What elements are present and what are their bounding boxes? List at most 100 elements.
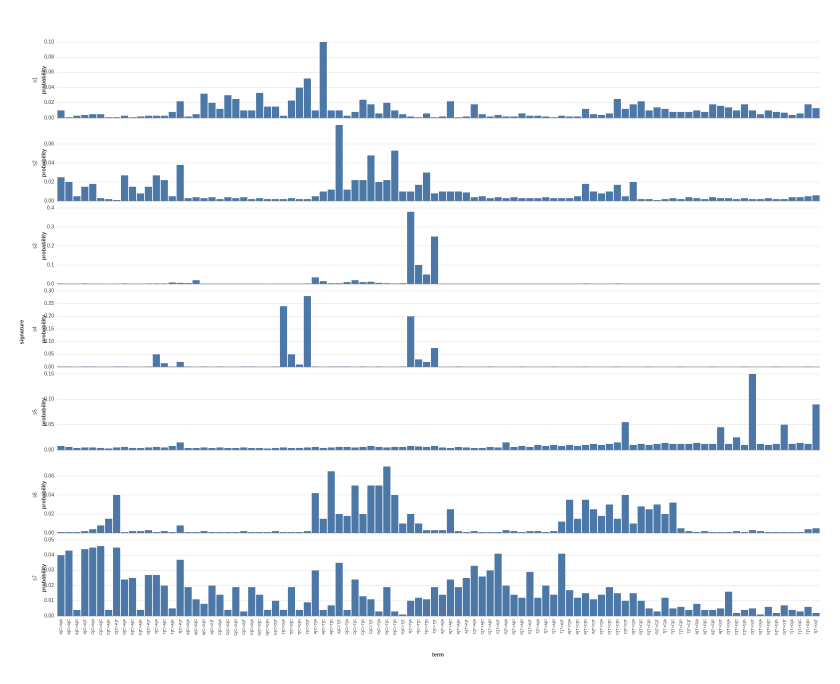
bar	[128, 447, 137, 450]
bar	[804, 443, 812, 450]
bar	[725, 591, 733, 616]
bar	[526, 115, 534, 118]
bar	[200, 447, 208, 450]
y-tick-label: 0.0	[47, 281, 54, 287]
bar	[812, 195, 820, 201]
bar	[732, 199, 741, 201]
bar	[200, 93, 208, 118]
bar	[351, 447, 359, 450]
x-tick-label: G[T>A]G	[519, 619, 524, 635]
x-tick-label: G[T>A]T	[527, 618, 532, 634]
bar	[271, 600, 280, 616]
x-tick-label: A[T>C]A	[567, 619, 572, 635]
bar	[717, 608, 725, 616]
bar	[581, 444, 590, 450]
bar	[717, 198, 725, 201]
bar	[399, 191, 407, 201]
bar	[367, 445, 375, 450]
bar	[216, 199, 224, 201]
bar	[709, 609, 717, 616]
bar	[661, 442, 669, 450]
bar	[256, 532, 264, 533]
x-tick-label: G[T>G]G	[773, 619, 778, 635]
bar	[335, 125, 343, 201]
bar	[248, 587, 256, 616]
bar	[510, 116, 518, 118]
bar	[144, 186, 152, 201]
x-tick-label: A[T>G]G	[710, 619, 715, 635]
bar	[550, 198, 558, 201]
bar	[502, 530, 510, 533]
x-tick-label: C[C>G]C	[225, 619, 230, 635]
x-tick-label: G[C>G]C	[257, 619, 262, 636]
bar	[438, 116, 447, 118]
x-tick-label: G[C>T]A	[376, 619, 381, 635]
bar	[645, 444, 653, 450]
bar	[264, 106, 272, 118]
bar	[629, 104, 637, 118]
x-tick-label: A[C>G]A	[185, 619, 190, 635]
bar	[725, 198, 733, 201]
x-tick-label: A[T>A]A	[440, 619, 445, 634]
bar	[97, 525, 105, 533]
bar	[240, 110, 248, 118]
x-tick-label: C[C>A]T	[114, 618, 119, 634]
x-tick-label: T[T>A]T	[559, 618, 564, 633]
bar	[446, 191, 454, 201]
bar	[494, 447, 502, 450]
bar	[589, 509, 598, 533]
bar	[256, 92, 264, 118]
bar	[105, 199, 113, 201]
bar	[216, 594, 224, 616]
x-tick-label: C[T>C]C	[606, 619, 611, 635]
bar	[486, 570, 494, 616]
bar	[589, 114, 598, 118]
bar	[232, 447, 240, 450]
bar	[478, 114, 486, 118]
y-tick-label: 0.00	[44, 530, 54, 536]
bar	[152, 354, 160, 367]
bar	[613, 442, 621, 450]
x-tick-label: T[C>G]A	[281, 619, 286, 635]
bar	[621, 600, 629, 616]
bar	[240, 197, 248, 201]
bar	[550, 444, 558, 450]
bar	[510, 594, 518, 616]
bar	[526, 531, 534, 533]
bar	[589, 443, 598, 450]
bar	[287, 100, 296, 118]
bar	[542, 197, 550, 201]
bar	[796, 532, 804, 533]
bar	[240, 447, 248, 450]
bar	[796, 442, 804, 450]
bar	[319, 42, 327, 118]
facet-label: s1	[32, 77, 38, 83]
row-title: signature	[19, 320, 25, 345]
bar	[375, 446, 383, 450]
bar	[399, 283, 407, 284]
x-tick-label: G[C>G]A	[249, 619, 254, 636]
bar	[359, 446, 367, 450]
bar	[494, 532, 502, 533]
bar	[748, 608, 757, 616]
bar	[73, 447, 81, 450]
bar	[725, 107, 733, 118]
x-tick-label: A[T>C]T	[591, 618, 596, 634]
bar	[653, 611, 661, 616]
bar	[717, 532, 725, 533]
bar	[423, 172, 431, 201]
bar	[168, 445, 176, 450]
y-tick-label: 0.02	[44, 100, 54, 106]
bar	[415, 359, 423, 367]
bar	[279, 609, 288, 616]
bar	[756, 443, 764, 450]
bar	[574, 518, 582, 533]
x-tick-label: T[T>C]T	[686, 618, 691, 633]
bar	[136, 193, 145, 201]
bar	[732, 612, 741, 616]
bar	[629, 593, 637, 616]
bar	[279, 199, 288, 201]
bar	[168, 532, 176, 533]
bar	[423, 599, 431, 616]
bar	[81, 114, 89, 118]
